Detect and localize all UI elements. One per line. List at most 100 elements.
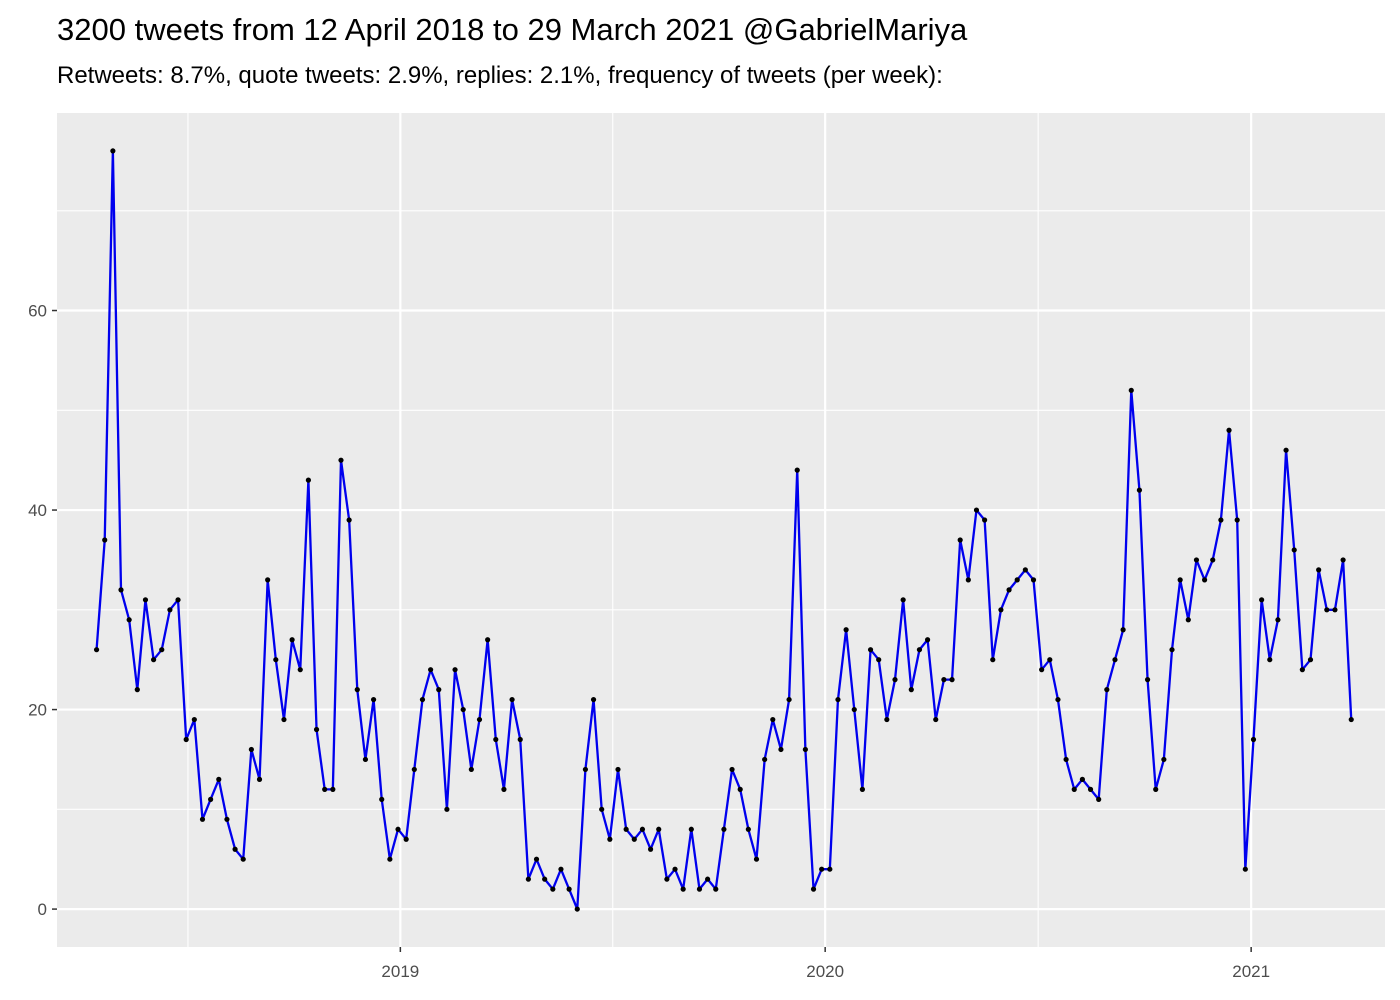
data-point (876, 657, 882, 663)
data-point (1267, 657, 1273, 663)
data-point (142, 597, 149, 603)
data-point (1087, 786, 1094, 792)
data-point (338, 457, 344, 463)
data-point (403, 836, 409, 842)
data-point (395, 826, 401, 832)
data-point (428, 667, 434, 673)
data-point (501, 786, 507, 792)
grid-minor (57, 113, 1385, 947)
data-point (1299, 667, 1305, 673)
data-point (1071, 786, 1077, 792)
data-point (647, 846, 654, 852)
data-point (1210, 557, 1216, 563)
data-point (639, 826, 646, 832)
data-point (1169, 647, 1175, 653)
data-point (664, 876, 670, 882)
data-point (1324, 607, 1330, 613)
data-point (224, 816, 230, 822)
data-point (892, 677, 898, 683)
data-point (444, 806, 450, 812)
data-point (1283, 447, 1289, 453)
data-point (256, 776, 263, 783)
data-point (159, 647, 165, 653)
data-point (688, 826, 694, 832)
data-point (599, 806, 605, 812)
chart-title: 3200 tweets from 12 April 2018 to 29 Mar… (57, 12, 968, 47)
data-point (1063, 756, 1069, 763)
data-point (313, 726, 320, 733)
data-point (867, 647, 874, 653)
data-point (916, 647, 923, 653)
data-point (729, 766, 735, 773)
data-point (1250, 736, 1257, 743)
data-point (843, 627, 849, 633)
data-point (468, 766, 474, 773)
data-point (509, 696, 515, 703)
data-point (1202, 577, 1208, 583)
data-point (110, 148, 116, 154)
data-point (753, 856, 760, 862)
data-point (93, 647, 100, 653)
data-point (851, 706, 857, 713)
data-point (1316, 567, 1322, 573)
data-point (957, 537, 963, 543)
data-point (322, 786, 328, 792)
x-tick-label: 2021 (1232, 962, 1270, 981)
data-point (1039, 667, 1045, 673)
data-point (517, 736, 523, 743)
data-point (126, 617, 132, 623)
data-point (419, 696, 426, 703)
data-point (1218, 517, 1224, 523)
data-point (794, 467, 800, 473)
data-point (485, 637, 491, 643)
grid-major (57, 113, 1385, 947)
data-point (802, 746, 808, 753)
data-point (1348, 716, 1354, 723)
data-point (346, 517, 352, 523)
data-point (607, 836, 613, 842)
data-point (908, 687, 914, 693)
data-point (208, 796, 214, 802)
data-point (884, 716, 890, 723)
data-point (411, 766, 417, 773)
data-point (770, 716, 776, 723)
data-point (982, 517, 988, 523)
data-point (933, 716, 939, 723)
data-point (1234, 517, 1240, 523)
data-point (305, 477, 311, 483)
data-point (542, 876, 548, 882)
data-point (493, 736, 499, 743)
data-point (436, 687, 442, 693)
data-point (1259, 597, 1265, 603)
plot-panel (57, 113, 1385, 947)
data-point (1340, 557, 1346, 563)
data-point (990, 657, 996, 663)
data-point (550, 886, 556, 892)
data-point (924, 637, 931, 643)
data-point (1185, 617, 1191, 623)
data-point (183, 736, 189, 743)
data-point (1291, 547, 1297, 553)
data-point (452, 667, 458, 673)
data-point (281, 716, 287, 723)
data-point (1144, 677, 1151, 683)
data-point (827, 866, 833, 872)
data-point (1006, 587, 1012, 593)
data-point (1136, 487, 1143, 493)
data-point (819, 866, 825, 872)
data-point (533, 856, 540, 862)
data-point (1104, 687, 1110, 693)
data-point (786, 696, 792, 703)
data-point (273, 657, 279, 663)
data-point (265, 577, 271, 583)
data-point (900, 597, 906, 603)
data-point (1096, 796, 1102, 802)
data-point (1014, 577, 1020, 583)
data-point (859, 786, 866, 792)
data-point (623, 826, 629, 832)
data-point (1055, 696, 1061, 703)
data-point (810, 886, 817, 892)
data-point (574, 906, 580, 912)
data-point (745, 826, 751, 832)
